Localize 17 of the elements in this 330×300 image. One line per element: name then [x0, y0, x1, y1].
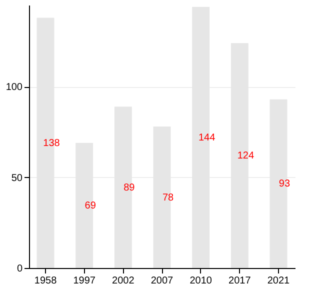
x-tick-label: 2017 [228, 276, 252, 286]
y-tick-label: 0 [16, 264, 23, 274]
data-label: 69 [84, 200, 96, 212]
data-label: 138 [43, 138, 60, 149]
data-label: 144 [198, 132, 216, 144]
x-tick-label: 2002 [112, 276, 135, 286]
data-label: 93 [278, 178, 290, 190]
data-label: 78 [162, 192, 174, 204]
y-tick-label: 50 [11, 172, 23, 184]
y-tick-label: 100 [6, 82, 23, 94]
data-label: 124 [237, 150, 254, 162]
data-label: 89 [124, 182, 136, 194]
x-tick-label: 2021 [267, 276, 290, 286]
x-tick-label: 1958 [34, 276, 58, 286]
x-tick-label: 2010 [190, 276, 212, 286]
x-tick-label: 1997 [73, 276, 96, 286]
x-tick-label: 2007 [150, 276, 174, 286]
